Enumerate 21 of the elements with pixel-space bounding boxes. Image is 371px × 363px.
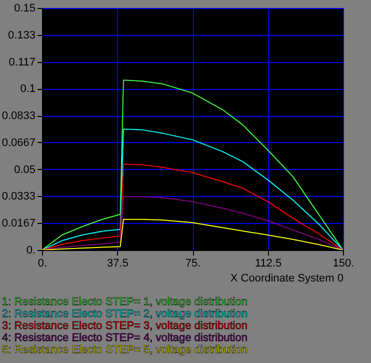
y-tick-label: 0.1: [20, 83, 36, 96]
y-tick-label: 0.15: [14, 2, 36, 14]
y-tick-label: 0.0167: [2, 218, 36, 230]
y-tick-label: 0.117: [8, 56, 36, 68]
text: 1: Resistance Electo STEP= 1, voltage distribution: [2, 296, 248, 308]
text: 5: Resistance Electo STEP= 5, voltage distribution: [2, 344, 248, 356]
text: 4: Resistance Electo STEP= 4, voltage distribution: [2, 332, 248, 344]
y-tick-label: 0.0333: [2, 190, 36, 203]
y-tick-label: 0.: [26, 244, 36, 256]
x-tick-label: 150.: [332, 258, 354, 270]
x-tick-label: 0.: [38, 258, 48, 270]
y-tick-label: 0.133: [8, 29, 36, 42]
x-axis-title: X Coordinate System 0: [230, 272, 344, 284]
y-tick-label: 0.05: [14, 164, 36, 176]
text: 3: Resistance Electo STEP= 3, voltage distribution: [2, 320, 248, 332]
text: 2: Resistance Electo STEP= 2, voltage distribution: [2, 308, 248, 320]
x-tick-label: 112.5: [254, 258, 282, 270]
y-tick-label: 0.0833: [2, 110, 36, 122]
x-tick-label: 75.: [185, 258, 201, 270]
y-tick-label: 0.0667: [2, 136, 36, 149]
x-tick-label: 37.5: [107, 258, 128, 270]
